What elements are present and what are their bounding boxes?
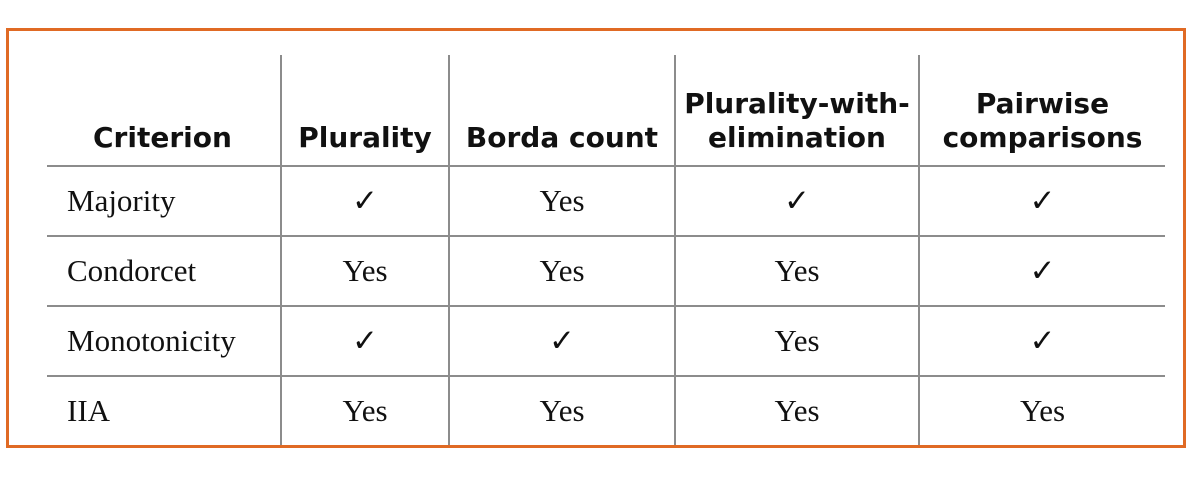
- value-cell: Yes: [918, 376, 1165, 445]
- criterion-cell: Majority: [47, 166, 281, 237]
- header-borda-count: Borda count: [448, 55, 675, 167]
- header-pairwise-comparisons: Pairwise comparisons: [918, 55, 1165, 167]
- value-cell: Yes: [448, 236, 675, 307]
- criterion-cell: Condorcet: [47, 236, 281, 307]
- value-cell: Yes: [674, 306, 919, 377]
- criterion-cell: IIA: [67, 393, 111, 428]
- table-row: Majority ✓ Yes ✓ ✓: [47, 166, 1165, 237]
- fairness-criteria-table: Criterion Plurality Borda count Pluralit…: [47, 55, 1165, 445]
- header-row: Criterion Plurality Borda count Pluralit…: [47, 55, 1165, 167]
- table-frame: Criterion Plurality Borda count Pluralit…: [6, 28, 1186, 448]
- criterion-cell: Monotonicity: [47, 306, 281, 377]
- value-cell: ✓: [918, 236, 1165, 307]
- table-row: Monotonicity ✓ ✓ Yes ✓: [47, 306, 1165, 377]
- header-criterion: Criterion: [47, 55, 281, 167]
- value-cell: Yes: [674, 376, 919, 445]
- value-cell: Yes: [448, 376, 675, 445]
- header-plurality-with-elimination: Plurality-with-elimination: [674, 55, 919, 167]
- value-cell: ✓: [918, 166, 1165, 237]
- value-cell: ✓: [918, 306, 1165, 377]
- table-row: Condorcet Yes Yes Yes ✓: [47, 236, 1165, 307]
- table-row: IIA Yes Yes Yes Yes: [47, 376, 1165, 445]
- value-cell: Yes: [674, 236, 919, 307]
- value-cell: Yes: [448, 166, 675, 237]
- value-cell: ✓: [280, 306, 449, 377]
- value-cell: ✓: [674, 166, 919, 237]
- header-plurality: Plurality: [280, 55, 449, 167]
- value-cell: ✓: [448, 306, 675, 377]
- value-cell: ✓: [280, 166, 449, 237]
- value-cell: Yes: [280, 376, 449, 445]
- value-cell: Yes: [280, 236, 449, 307]
